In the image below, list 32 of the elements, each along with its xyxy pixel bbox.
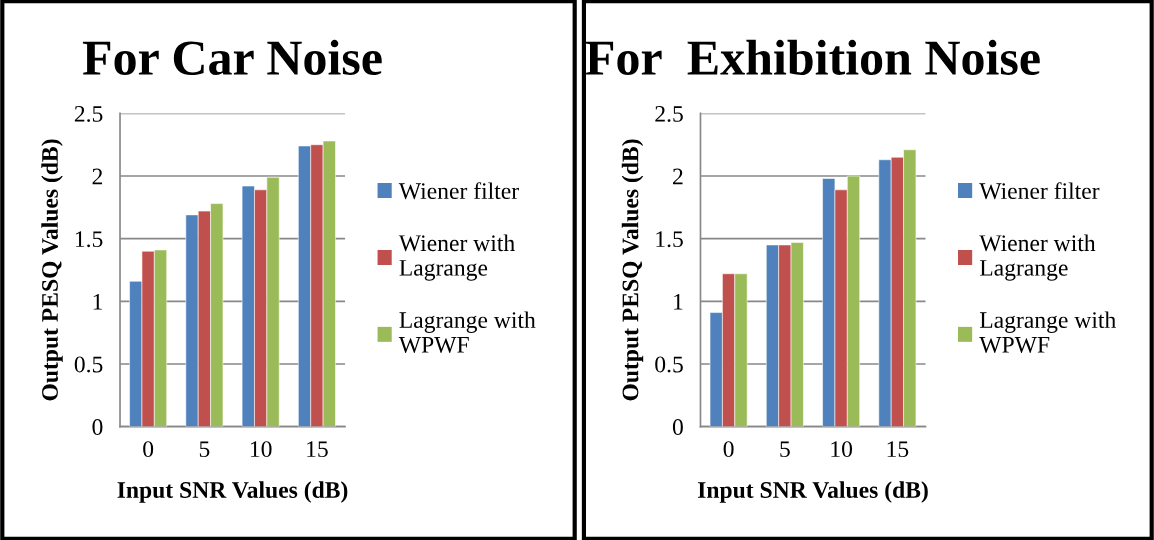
y-tick-label: 2 <box>92 168 103 185</box>
chart-title: For Car Noise <box>82 39 382 75</box>
y-axis-title: Output PESQ Values (dB) <box>621 139 644 401</box>
legend-label: Wiener filter <box>398 182 519 200</box>
y-axis-title: Output PESQ Values (dB) <box>41 139 63 401</box>
x-tick-label: 5 <box>780 441 790 458</box>
y-tick-label: 0 <box>92 419 103 436</box>
x-axis-title: Input SNR Values (dB) <box>117 481 348 503</box>
x-tick-label: 15 <box>887 441 909 458</box>
x-tick-label: 10 <box>250 441 272 458</box>
legend-label: Lagrange with WPWF <box>979 311 1116 353</box>
y-tick-label: 1 <box>674 293 683 310</box>
legend-label: Wiener with Lagrange <box>398 234 515 281</box>
x-tick-label: 10 <box>831 441 853 458</box>
y-tick-label: 1.5 <box>656 231 683 248</box>
y-tick-label: 2 <box>673 168 683 185</box>
chart-title: For Exhibition Noise <box>585 39 1040 75</box>
y-tick-label: 2.5 <box>655 105 683 122</box>
x-tick-label: 15 <box>307 441 328 458</box>
y-tick-label: 1 <box>93 293 102 310</box>
y-tick-label: 0.5 <box>74 356 103 373</box>
legend-label: Wiener filter <box>979 182 1100 200</box>
x-axis-title: Input SNR Values (dB) <box>697 481 928 503</box>
x-tick-label: 0 <box>723 441 734 458</box>
y-tick-label: 0 <box>672 419 683 436</box>
x-tick-label: 0 <box>143 441 154 458</box>
legend-label: Lagrange with WPWF <box>398 311 536 353</box>
y-tick-label: 0.5 <box>655 356 683 373</box>
legend-label: Wiener with Lagrange <box>979 234 1096 281</box>
y-tick-label: 2.5 <box>74 105 103 122</box>
x-tick-label: 5 <box>199 441 210 458</box>
y-tick-label: 1.5 <box>75 231 103 248</box>
